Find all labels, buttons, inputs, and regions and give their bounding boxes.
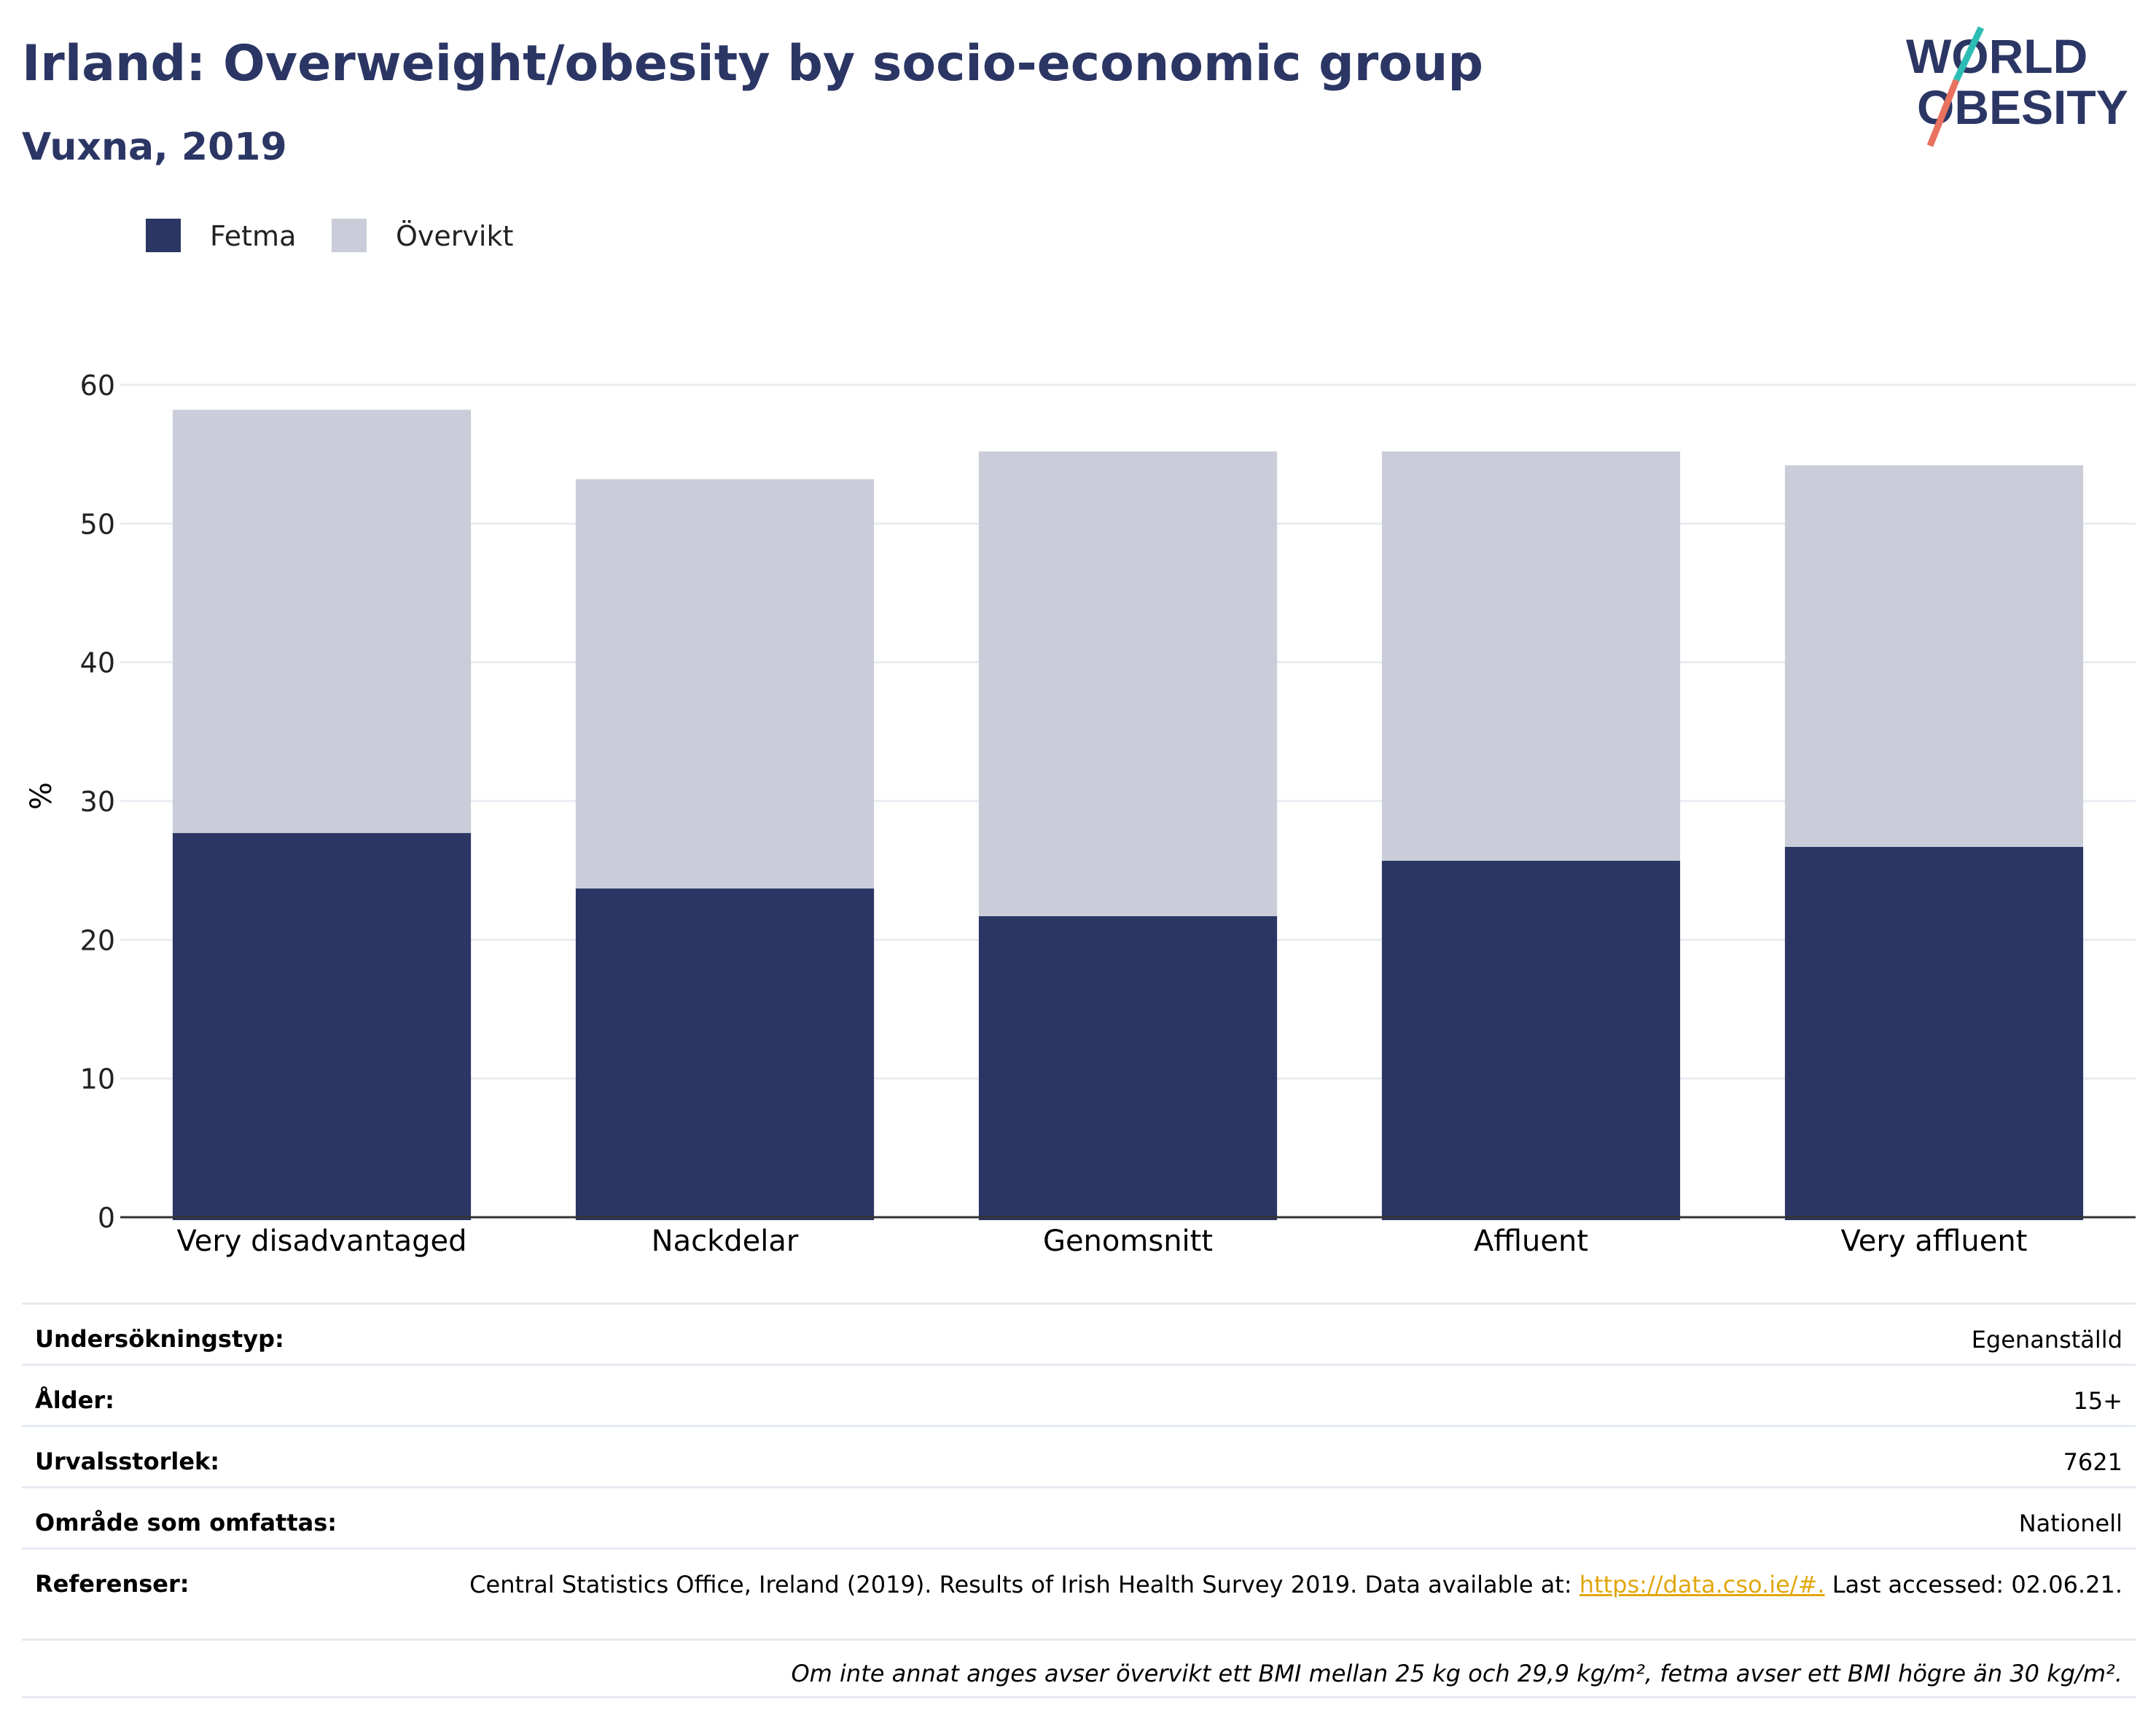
- meta-label: Ålder:: [35, 1386, 114, 1414]
- y-tick-label: 50: [80, 508, 115, 540]
- logo-line1: WORLD: [1906, 29, 2087, 83]
- meta-row: Område som omfattas: Nationell: [22, 1486, 2136, 1547]
- y-tick-label: 30: [80, 786, 115, 818]
- x-tick-label: Very disadvantaged: [176, 1225, 466, 1258]
- y-tick-label: 0: [98, 1202, 115, 1234]
- bar-overvikt: [575, 479, 875, 889]
- meta-label: Urvalsstorlek:: [35, 1448, 220, 1475]
- bar-fetma: [1381, 860, 1681, 1220]
- references-accessed: Last accessed: 02.06.21.: [1824, 1571, 2122, 1598]
- survey-details-table: Undersökningstyp: Egenanställd Ålder: 15+ Ur…: [22, 1303, 2136, 1698]
- legend-swatch: [146, 219, 181, 252]
- x-tick-label: Nackdelar: [652, 1225, 799, 1258]
- bar-overvikt: [172, 410, 472, 833]
- references-label: Referenser:: [35, 1570, 190, 1598]
- logo-slash-bottom: [1926, 79, 1960, 147]
- y-tick-labels: 0 10 20 30 40 50 60: [80, 370, 115, 1234]
- meta-row: Undersökningstyp: Egenanställd: [22, 1303, 2136, 1364]
- stacked-bar-chart: Fetma Övervikt 0 10 20 30 40 50 60 Very disadva…: [25, 219, 2136, 1258]
- bar-fetma: [575, 888, 875, 1220]
- y-tick-label: 10: [80, 1063, 115, 1096]
- meta-row: Ålder: 15+: [22, 1364, 2136, 1425]
- y-tick-label: 20: [80, 924, 115, 956]
- meta-value: 7621: [2063, 1448, 2122, 1476]
- references-row: Referenser: Central Statistics Office, I…: [22, 1547, 2136, 1639]
- references-value: Central Statistics Office, Ireland (2019…: [469, 1570, 2122, 1599]
- legend-label: Övervikt: [396, 220, 513, 252]
- bars: [172, 410, 2084, 1220]
- legend: Fetma Övervikt: [146, 219, 513, 252]
- y-tick-label: 60: [80, 370, 115, 402]
- bar-fetma: [1784, 846, 2084, 1220]
- bar-overvikt: [1381, 451, 1681, 861]
- bar-fetma: [172, 832, 472, 1220]
- meta-label: Område som omfattas:: [35, 1509, 337, 1536]
- bar-overvikt: [978, 451, 1278, 916]
- chart-title: Irland: Overweight/obesity by socio-econ…: [22, 35, 1484, 93]
- meta-value: Nationell: [2018, 1510, 2122, 1537]
- world-obesity-logo: WORLD OBESITY: [1906, 26, 2128, 147]
- meta-row: Urvalsstorlek: 7621: [22, 1425, 2136, 1486]
- bar-overvikt: [1784, 465, 2084, 847]
- x-tick-labels: Very disadvantaged Nackdelar Genomsnitt Aff…: [176, 1225, 2027, 1258]
- bar-fetma: [978, 915, 1278, 1220]
- legend-swatch: [332, 219, 367, 252]
- meta-label: Undersökningstyp:: [35, 1325, 284, 1353]
- legend-label: Fetma: [210, 220, 296, 252]
- y-tick-label: 40: [80, 647, 115, 679]
- x-tick-label: Genomsnitt: [1043, 1225, 1213, 1258]
- x-tick-label: Very affluent: [1841, 1225, 2028, 1258]
- references-link[interactable]: https://data.cso.ie/#.: [1579, 1571, 1825, 1598]
- chart-subtitle: Vuxna, 2019: [22, 125, 287, 169]
- meta-value: 15+: [2073, 1387, 2122, 1415]
- logo-slash-top: [1953, 26, 1985, 82]
- bmi-footnote: Om inte annat anges avser övervikt ett B…: [22, 1639, 2136, 1698]
- x-tick-label: Affluent: [1474, 1225, 1588, 1258]
- y-axis-label: %: [25, 782, 58, 810]
- meta-value: Egenanställd: [1971, 1326, 2122, 1354]
- references-text: Central Statistics Office, Ireland (2019…: [469, 1571, 1579, 1598]
